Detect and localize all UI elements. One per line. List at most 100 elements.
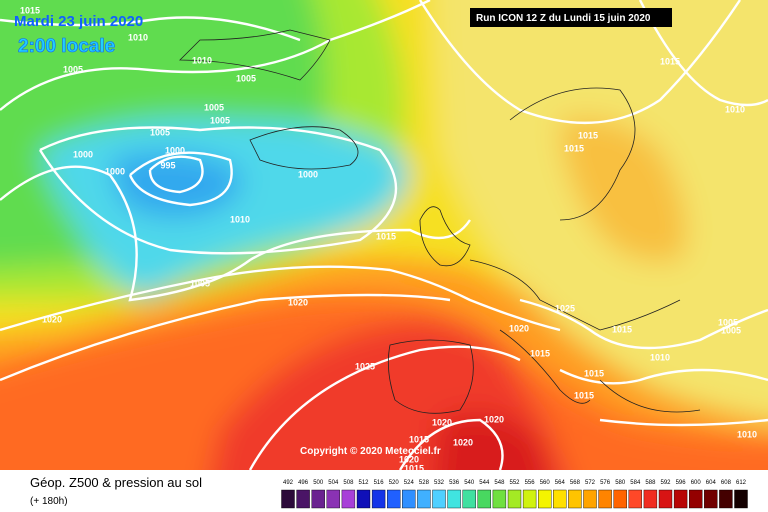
legend-swatch [281, 489, 295, 509]
isobar-label: 1020 [484, 414, 504, 424]
legend-label: 604 [706, 480, 717, 486]
isobar-label: 1020 [288, 297, 308, 307]
coastlines [179, 29, 701, 414]
isobar-label: 1010 [650, 352, 670, 362]
legend-swatch [704, 489, 718, 509]
legend-swatch [628, 489, 642, 509]
legend-swatch [522, 489, 537, 509]
footer-title: Géop. Z500 & pression au sol [30, 475, 202, 490]
legend-swatch [417, 489, 431, 509]
isobar-label: 1000 [298, 169, 318, 179]
legend-swatch [734, 489, 748, 509]
legend-label: 600 [691, 480, 702, 486]
isobar-label: 1020 [42, 314, 62, 324]
legend-swatch [583, 489, 597, 509]
legend-label: 496 [298, 480, 309, 486]
isobar-label: 1010 [230, 214, 250, 224]
legend-swatch [402, 489, 416, 509]
isobar-label: 1020 [399, 454, 419, 464]
legend-label: 596 [676, 480, 687, 486]
isobar-label: 1000 [105, 166, 125, 176]
legend-swatch [568, 489, 582, 509]
isobar-label: 1000 [73, 149, 93, 159]
legend-swatch [492, 489, 507, 509]
legend-label: 564 [555, 480, 566, 486]
legend-label: 516 [374, 480, 385, 486]
legend-label: 536 [449, 480, 460, 486]
legend-label: 504 [328, 480, 339, 486]
forecast-date: Mardi 23 juin 2020 [14, 13, 143, 30]
isobar-lines [0, 0, 768, 470]
isobar-label: 1005 [204, 102, 224, 112]
legend-label: 532 [434, 480, 445, 486]
isobar-label: 1015 [578, 130, 598, 140]
isobar-label: 1015 [376, 231, 396, 241]
run-info: Run ICON 12 Z du Lundi 15 juin 2020 [476, 13, 651, 24]
legend-swatch [477, 489, 491, 509]
legend-swatch [326, 489, 340, 509]
legend-label: 612 [736, 480, 747, 486]
legend-label: 508 [343, 480, 354, 486]
isobar-label: 1020 [432, 417, 452, 427]
legend-swatch [311, 489, 325, 509]
isobar-label: 1015 [20, 5, 40, 15]
isobar-label: 995 [160, 160, 175, 170]
legend-label: 608 [721, 480, 732, 486]
legend-label: 576 [600, 480, 611, 486]
legend-label: 548 [494, 480, 505, 486]
isobar-label: 1010 [128, 32, 148, 42]
legend-label: 572 [585, 480, 596, 486]
legend-swatch [296, 489, 310, 509]
isobar-label: 1015 [409, 434, 429, 444]
legend-swatch [553, 489, 567, 509]
isobar-label: 1005 [236, 73, 256, 83]
legend-swatch [689, 489, 703, 509]
legend-label: 556 [525, 480, 536, 486]
isobar-label: 1005 [718, 317, 738, 327]
legend-label: 528 [419, 480, 430, 486]
isobar-label: 1025 [355, 361, 375, 371]
legend-label: 560 [540, 480, 551, 486]
legend-label: 580 [615, 480, 626, 486]
legend-swatch [387, 489, 401, 509]
legend-swatch [462, 489, 476, 509]
legend-label: 512 [358, 480, 369, 486]
legend-swatch [432, 489, 446, 509]
legend-label: 568 [570, 480, 581, 486]
legend-label: 592 [660, 480, 671, 486]
legend-swatch [341, 489, 356, 509]
legend-swatch [719, 489, 733, 509]
isobar-label: 1000 [165, 145, 185, 155]
isobar-label: 1005 [63, 64, 83, 74]
isobar-label: 1010 [192, 55, 212, 65]
legend-label: 588 [645, 480, 656, 486]
run-box [470, 8, 672, 27]
forecast-time: 2:00 locale [18, 36, 115, 57]
legend-swatch [673, 489, 688, 509]
isobar-label: 1020 [509, 323, 529, 333]
isobar-label: 1020 [453, 437, 473, 447]
isobar-label: 1015 [574, 390, 594, 400]
legend-swatch [447, 489, 461, 509]
copyright: Copyright © 2020 Meteociel.fr [300, 446, 441, 457]
color-legend: 492 496 500 504 508 512 516 520 524 528 532 536 540 5… [281, 480, 748, 509]
legend-label: 520 [389, 480, 400, 486]
legend-swatch [356, 489, 371, 509]
isobar-label: 1015 [404, 463, 424, 473]
isobar-label: 1010 [737, 429, 757, 439]
legend-label: 584 [630, 480, 641, 486]
isobar-label: 1005 [721, 325, 741, 335]
legend-swatch [613, 489, 627, 509]
isobar-label: 1015 [612, 324, 632, 334]
isobar-label: 1025 [555, 303, 575, 313]
legend-swatch [643, 489, 658, 509]
legend-label: 552 [509, 480, 520, 486]
isobar-label: 1005 [210, 115, 230, 125]
legend-label: 544 [479, 480, 490, 486]
isobar-label: 1015 [564, 143, 584, 153]
legend-swatch [598, 489, 612, 509]
isobar-label: 1010 [725, 104, 745, 114]
